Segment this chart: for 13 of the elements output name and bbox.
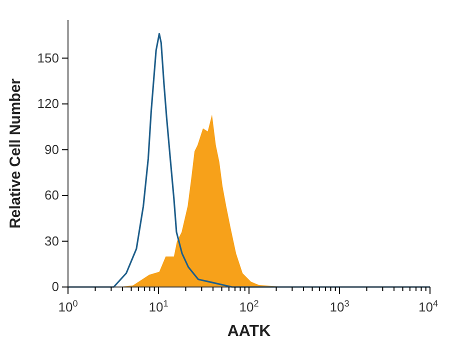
x-tick-label: 10$^{2}$ bbox=[239, 298, 259, 315]
y-tick-label: 90 bbox=[44, 142, 59, 157]
y-tick-label: 120 bbox=[37, 96, 59, 112]
y-axis-title: Relative Cell Number bbox=[7, 78, 24, 229]
y-tick-label: 60 bbox=[44, 188, 59, 203]
x-tick-label: 10$^{1}$ bbox=[148, 298, 168, 315]
x-axis-title: AATK bbox=[227, 323, 272, 340]
y-tick-label: 30 bbox=[44, 233, 59, 248]
x-tick-label: 10$^{3}$ bbox=[330, 298, 350, 315]
x-tick-label: 10$^{0}$ bbox=[58, 298, 78, 315]
y-tick-label: 0 bbox=[52, 279, 59, 294]
y-tick-label: 150 bbox=[37, 50, 59, 66]
x-tick-label: 10$^{4}$ bbox=[418, 298, 438, 315]
